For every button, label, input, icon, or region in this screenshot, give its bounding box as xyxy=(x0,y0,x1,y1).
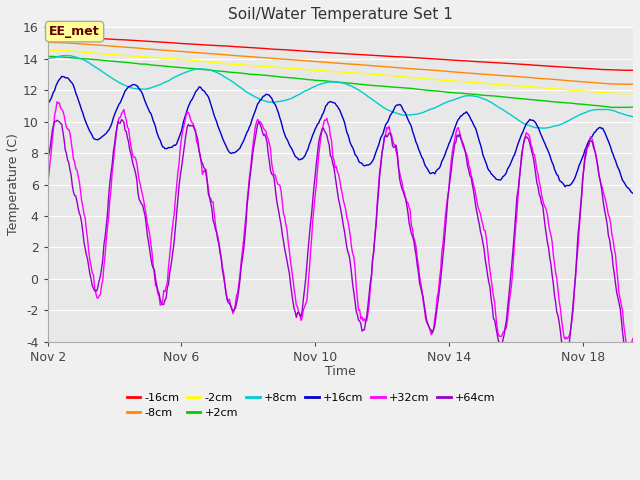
+32cm xyxy=(629,336,637,341)
-2cm xyxy=(360,71,368,76)
+2cm xyxy=(322,78,330,84)
-8cm xyxy=(44,39,51,45)
+64cm xyxy=(326,153,334,159)
-8cm xyxy=(322,60,330,65)
-2cm xyxy=(524,84,531,89)
-8cm xyxy=(325,60,333,65)
+16cm xyxy=(394,102,401,108)
+16cm xyxy=(44,100,51,106)
+8cm xyxy=(326,79,334,85)
+16cm xyxy=(326,99,334,105)
Line: -2cm: -2cm xyxy=(47,50,633,94)
+8cm xyxy=(394,110,401,116)
-2cm xyxy=(629,91,637,96)
-16cm xyxy=(322,49,330,55)
Line: +32cm: +32cm xyxy=(47,102,633,348)
+64cm xyxy=(525,137,532,143)
+32cm xyxy=(362,319,369,324)
X-axis label: Time: Time xyxy=(325,365,356,378)
-16cm xyxy=(628,68,636,73)
+32cm xyxy=(394,153,401,158)
+16cm xyxy=(525,118,532,124)
Line: -8cm: -8cm xyxy=(47,42,633,84)
+32cm xyxy=(525,132,532,137)
+16cm xyxy=(362,163,369,168)
+8cm xyxy=(541,125,549,131)
+8cm xyxy=(362,92,369,97)
+32cm xyxy=(323,116,331,121)
+8cm xyxy=(525,122,532,128)
-16cm xyxy=(360,52,368,58)
-8cm xyxy=(524,74,531,80)
+2cm xyxy=(615,105,623,110)
-2cm xyxy=(615,91,623,96)
+64cm xyxy=(118,117,125,122)
Title: Soil/Water Temperature Set 1: Soil/Water Temperature Set 1 xyxy=(228,7,452,22)
+64cm xyxy=(629,354,637,360)
+2cm xyxy=(360,82,368,87)
-16cm xyxy=(524,62,531,68)
+8cm xyxy=(618,110,625,116)
-8cm xyxy=(392,65,400,71)
Line: +2cm: +2cm xyxy=(47,56,633,108)
+2cm xyxy=(325,78,333,84)
-8cm xyxy=(360,62,368,68)
+2cm xyxy=(618,105,625,110)
-2cm xyxy=(44,48,51,53)
Line: -16cm: -16cm xyxy=(47,36,633,71)
Line: +64cm: +64cm xyxy=(47,120,633,363)
+32cm xyxy=(53,99,61,105)
+64cm xyxy=(44,157,51,163)
+32cm xyxy=(326,133,334,139)
Text: EE_met: EE_met xyxy=(49,25,100,38)
+8cm xyxy=(629,114,637,120)
Legend: -16cm, -8cm, -2cm, +2cm, +8cm, +16cm, +32cm, +64cm: -16cm, -8cm, -2cm, +2cm, +8cm, +16cm, +3… xyxy=(122,388,500,423)
-16cm xyxy=(44,33,51,38)
+64cm xyxy=(362,320,369,325)
+64cm xyxy=(323,132,331,138)
+16cm xyxy=(58,73,65,79)
-16cm xyxy=(629,67,637,73)
+64cm xyxy=(626,360,634,366)
+8cm xyxy=(323,79,331,85)
+2cm xyxy=(44,53,51,59)
+8cm xyxy=(44,56,51,61)
-16cm xyxy=(615,67,623,73)
-2cm xyxy=(392,73,400,79)
+2cm xyxy=(629,104,637,110)
-8cm xyxy=(625,82,632,87)
-16cm xyxy=(392,54,400,60)
+64cm xyxy=(616,305,624,311)
-8cm xyxy=(615,81,623,87)
+32cm xyxy=(44,180,51,186)
+64cm xyxy=(394,150,401,156)
-2cm xyxy=(322,68,330,74)
Line: +8cm: +8cm xyxy=(47,56,633,128)
+16cm xyxy=(629,191,637,196)
+2cm xyxy=(392,84,400,90)
-16cm xyxy=(325,50,333,56)
Line: +16cm: +16cm xyxy=(47,76,633,193)
-2cm xyxy=(627,91,634,96)
+2cm xyxy=(524,96,531,102)
+8cm xyxy=(63,53,70,59)
-2cm xyxy=(325,68,333,74)
Y-axis label: Temperature (C): Temperature (C) xyxy=(7,133,20,236)
-8cm xyxy=(629,82,637,87)
+32cm xyxy=(616,296,624,301)
+16cm xyxy=(323,102,331,108)
+32cm xyxy=(625,346,632,351)
+16cm xyxy=(616,170,624,176)
